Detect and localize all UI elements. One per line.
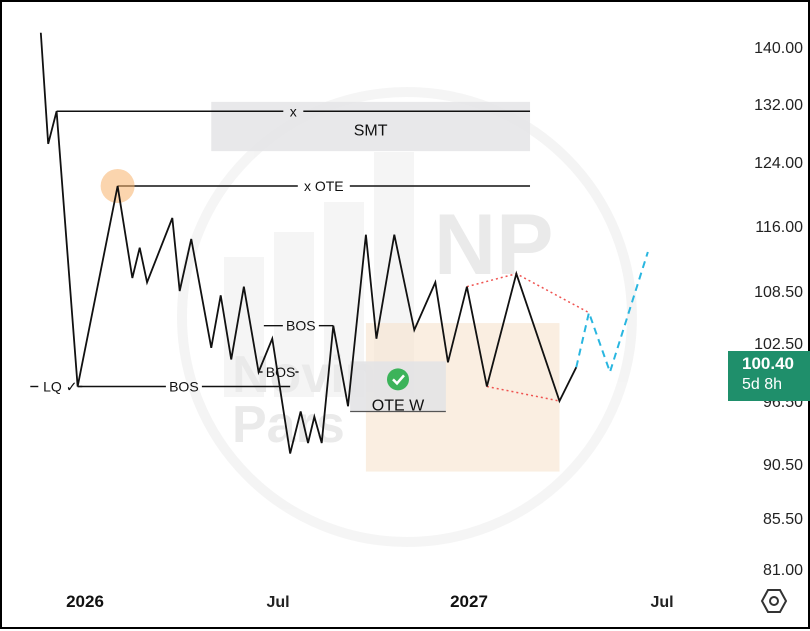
y-tick-label: 81.00 [763,562,803,579]
y-tick-label: 140.00 [754,40,803,57]
check-icon [387,368,409,390]
y-axis[interactable]: 140.00132.00124.00116.00108.50102.5096.5… [754,40,803,579]
bar-countdown: 5d 8h [742,375,810,395]
settings-hexagon-icon[interactable] [760,587,788,615]
y-tick-label: 90.50 [763,457,803,474]
y-tick-label: 116.00 [755,219,803,236]
current-price-badge: 100.40 5d 8h [728,351,810,401]
current-price-value: 100.40 [742,353,810,375]
level-label: BOS [169,379,199,395]
x-axis[interactable]: 2026 Jul 2027 Jul [66,592,673,611]
level-label: LQ ✓ [43,379,77,395]
watermark-logo: NP [434,197,553,293]
x-tick-label: Jul [266,594,289,611]
y-tick-label: 85.50 [763,511,803,528]
x-tick-label: 2027 [450,592,488,611]
level-label: BOS [266,364,296,380]
y-tick-label: 124.00 [754,155,803,172]
level-label: x OTE [304,178,344,194]
x-tick-label: Jul [650,594,673,611]
level-label: x [290,103,297,119]
level-label: BOS [286,318,316,334]
x-tick-label: 2026 [66,592,104,611]
y-tick-label: 132.00 [754,97,803,114]
y-tick-label: 108.50 [754,284,803,301]
zone-label: SMT [354,122,388,139]
